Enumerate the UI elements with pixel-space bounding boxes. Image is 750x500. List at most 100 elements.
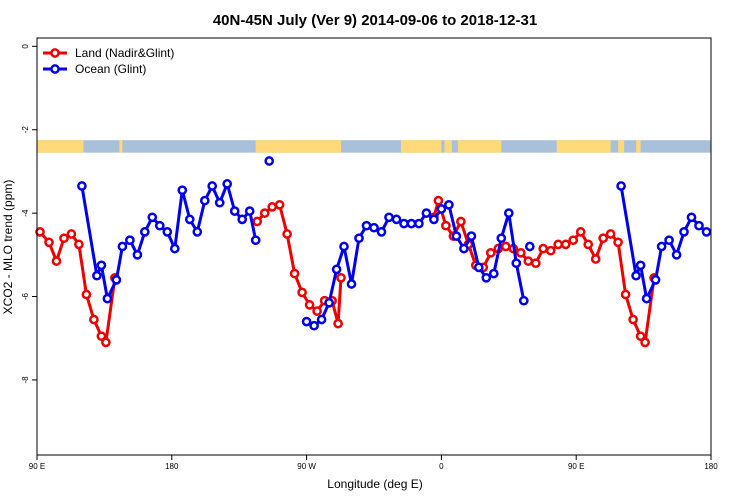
data-point: [96, 331, 107, 342]
data-point: [515, 247, 526, 258]
land-mask-segment: [444, 140, 452, 153]
data-point: [301, 316, 312, 327]
land-mask-segment: [618, 140, 625, 153]
data-point: [289, 268, 300, 279]
data-point: [635, 260, 646, 271]
data-point: [399, 218, 409, 229]
data-point: [575, 227, 586, 237]
data-point: [488, 268, 499, 279]
y-tick-label: -8: [21, 376, 30, 384]
x-tick-label: 0: [439, 462, 444, 471]
data-point: [102, 293, 113, 304]
data-point: [631, 270, 641, 281]
data-point: [74, 239, 84, 250]
data-point: [66, 229, 77, 239]
data-point: [336, 272, 346, 283]
axes-layer: 90 E 180 90 W 0 90 E 180 0 -2 -4 -6 -8: [21, 37, 718, 471]
data-point: [538, 243, 549, 254]
legend-label-land: Land (Nadir&Glint): [75, 46, 174, 60]
data-point: [590, 254, 601, 264]
data-point: [35, 227, 45, 237]
data-point: [429, 214, 439, 225]
land-mask-segment: [636, 140, 641, 153]
data-point: [177, 185, 188, 196]
data-point: [132, 249, 143, 260]
data-point: [421, 208, 432, 218]
data-point: [518, 295, 529, 306]
legend-label-ocean: Ocean (Glint): [75, 62, 146, 76]
data-point: [485, 247, 496, 258]
data-point: [473, 262, 484, 273]
data-point: [679, 227, 689, 237]
data-point: [282, 229, 292, 239]
series-line-segment: [80, 182, 258, 301]
data-point: [192, 227, 203, 237]
data-point: [545, 245, 556, 256]
x-tick-label: 90 W: [297, 462, 316, 471]
data-point: [339, 241, 349, 252]
series-layer: [35, 156, 712, 348]
data-point: [436, 204, 447, 214]
data-point: [466, 231, 477, 241]
data-point: [252, 216, 263, 227]
data-point: [671, 249, 682, 260]
data-point: [384, 212, 394, 223]
land-mask-segment: [556, 140, 611, 153]
plot-frame: [36, 37, 712, 456]
data-point: [664, 235, 674, 246]
data-point: [459, 243, 469, 254]
data-point: [139, 227, 150, 237]
data-point: [456, 216, 466, 227]
data-point: [222, 179, 233, 189]
data-point: [101, 337, 111, 348]
data-point: [162, 227, 173, 237]
data-point: [184, 214, 195, 225]
land-mask-segment: [255, 140, 342, 153]
data-point: [264, 156, 275, 166]
data-point: [297, 287, 307, 298]
data-point: [376, 227, 387, 237]
data-point: [147, 212, 158, 223]
data-point: [701, 227, 712, 237]
data-point: [199, 195, 210, 206]
data-point: [694, 220, 704, 231]
land-mask-segment: [119, 140, 123, 153]
legend-marker-ocean: [50, 64, 60, 74]
data-point: [207, 181, 218, 191]
data-point: [267, 202, 278, 212]
data-point: [237, 214, 248, 225]
data-point: [331, 264, 342, 275]
data-point: [620, 289, 631, 300]
data-point: [391, 214, 402, 225]
data-point: [481, 272, 492, 283]
data-point: [503, 208, 514, 218]
x-tick-label: 90 E: [29, 462, 45, 471]
data-point: [444, 199, 454, 210]
data-point: [354, 233, 364, 244]
y-tick-label: -4: [21, 209, 30, 217]
data-point: [117, 241, 128, 252]
data-point: [635, 331, 646, 342]
data-point: [214, 197, 225, 208]
data-point: [583, 239, 594, 250]
series-land: [35, 195, 659, 348]
data-point: [312, 306, 322, 316]
data-point: [616, 181, 626, 191]
ocean-mask-band: [37, 140, 711, 153]
data-point: [125, 235, 135, 246]
data-point: [414, 218, 424, 229]
data-point: [96, 260, 107, 271]
y-tick-label: 0: [21, 44, 30, 49]
data-point: [406, 218, 417, 229]
data-point: [598, 233, 609, 244]
data-point: [274, 199, 285, 210]
data-point: [324, 297, 334, 308]
data-point: [496, 233, 507, 244]
x-tick-label: 180: [165, 462, 179, 471]
data-point: [511, 258, 522, 269]
data-point: [613, 237, 623, 248]
series-line-segment: [432, 199, 656, 344]
data-point: [523, 256, 534, 266]
data-point: [111, 275, 122, 285]
